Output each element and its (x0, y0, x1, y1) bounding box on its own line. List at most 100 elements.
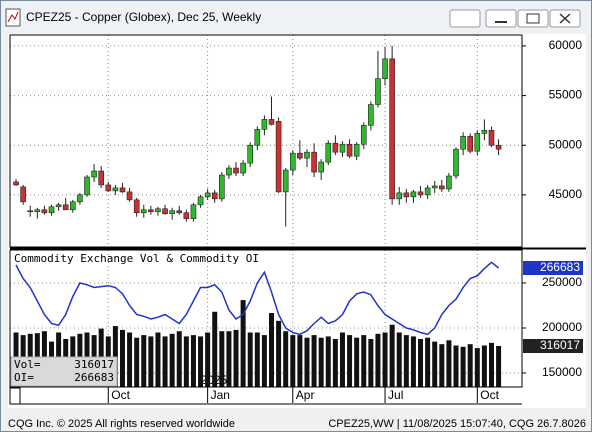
volume-bar (332, 338, 338, 387)
y-tick-label: 250000 (542, 275, 582, 289)
candle-body (41, 209, 48, 214)
oi-badge (523, 261, 583, 276)
volume-last-value: 316017 (540, 338, 580, 352)
volume-bar (268, 313, 274, 387)
indicator-title: Commodity Exchange Vol & Commodity OI (14, 252, 259, 265)
candle-body (155, 208, 161, 213)
volume-bar (382, 332, 388, 387)
y-tick-label: 150000 (542, 365, 582, 379)
volume-bar (219, 331, 225, 387)
candle-body (446, 175, 452, 190)
candle-body (112, 187, 119, 192)
candle-body (318, 161, 324, 173)
volume-bar (418, 338, 424, 387)
volume-bar (247, 332, 253, 387)
volume-bar (347, 335, 353, 387)
window-title: CPEZ25 - Copper (Globex), Dec 25, Weekly (26, 10, 261, 24)
candle-body (346, 143, 353, 157)
volume-bar (148, 336, 154, 387)
indicator-frame (9, 249, 523, 388)
volume-bar (290, 335, 296, 387)
candle-body (254, 129, 261, 146)
candle-body (382, 58, 388, 79)
candle-body (311, 151, 317, 173)
volume-bar (240, 300, 246, 387)
volume-bar (389, 324, 395, 387)
oi-label: OI= (14, 371, 34, 384)
candle-body (332, 142, 339, 153)
candle-body (183, 212, 190, 220)
volume-bar (425, 337, 431, 387)
oi-value: 266683 (74, 371, 114, 384)
candle-body (247, 144, 254, 164)
volume-bar (134, 337, 140, 387)
candle-body (211, 192, 218, 200)
candle-body (424, 187, 431, 196)
maximize-glyph (526, 13, 540, 24)
volume-bar (496, 346, 502, 387)
candle-body (360, 125, 367, 145)
volume-bar (403, 335, 409, 387)
volume-bar (368, 338, 374, 387)
volume-bar (169, 333, 175, 387)
candle-body (70, 201, 76, 211)
app-icon (5, 8, 21, 27)
volume-bar (488, 342, 494, 387)
x-tick-label: Apr (296, 388, 315, 402)
candle-body (417, 191, 424, 196)
x-tick-label: Jul (388, 388, 403, 402)
footer-left: CQG Inc. © 2025 All rights reserved worl… (8, 418, 235, 430)
candle-body (119, 187, 126, 193)
oi-line (15, 261, 500, 336)
volume-bar (276, 320, 282, 387)
volume-bar (205, 332, 211, 387)
candle-body (55, 204, 62, 208)
volume-bar (155, 332, 161, 387)
candle-body (169, 210, 175, 215)
volume-bar (283, 331, 289, 387)
x-tick-label: Oct (480, 388, 499, 402)
candle-body (439, 185, 445, 190)
candle-body (275, 121, 282, 193)
candle-body (140, 209, 147, 214)
volume-bar (311, 335, 317, 387)
candle-body (77, 194, 83, 203)
candle-body (62, 204, 69, 211)
volume-bar (318, 337, 324, 387)
app-icon-glyph (7, 11, 19, 23)
volume-bar (119, 329, 125, 387)
candle-body (27, 210, 34, 213)
minimize-button[interactable] (485, 9, 517, 28)
candle-body (204, 192, 211, 198)
candle-body (339, 143, 346, 153)
x-tick-label: Oct (111, 388, 130, 402)
volume-bar (375, 333, 381, 387)
candle-body (431, 185, 438, 189)
candle-body (84, 176, 90, 196)
volume-bar (339, 332, 345, 387)
candle-body (289, 152, 296, 171)
candle-body (162, 208, 168, 215)
x-tick-label: Jan (211, 388, 230, 402)
vol-label: Vol= (14, 358, 41, 371)
candle-body (282, 169, 289, 193)
candle-body (268, 119, 275, 125)
volume-bar (190, 335, 196, 387)
volume-bar (467, 344, 473, 387)
candle-body (467, 135, 473, 152)
corner-box (9, 387, 21, 405)
link-button[interactable] (449, 9, 481, 28)
candle-body (410, 191, 417, 198)
price-frame (9, 34, 523, 248)
volume-bar (396, 332, 402, 387)
y-tick-label: 60000 (549, 38, 583, 52)
candle-body (488, 130, 495, 146)
y-tick-label: 55000 (549, 88, 583, 102)
maximize-button[interactable] (517, 9, 549, 28)
close-glyph (559, 13, 571, 24)
candle-body (453, 148, 459, 177)
candle-body (481, 130, 488, 134)
candle-body (460, 135, 466, 150)
candle-body (98, 170, 104, 186)
volume-bar (460, 346, 466, 387)
